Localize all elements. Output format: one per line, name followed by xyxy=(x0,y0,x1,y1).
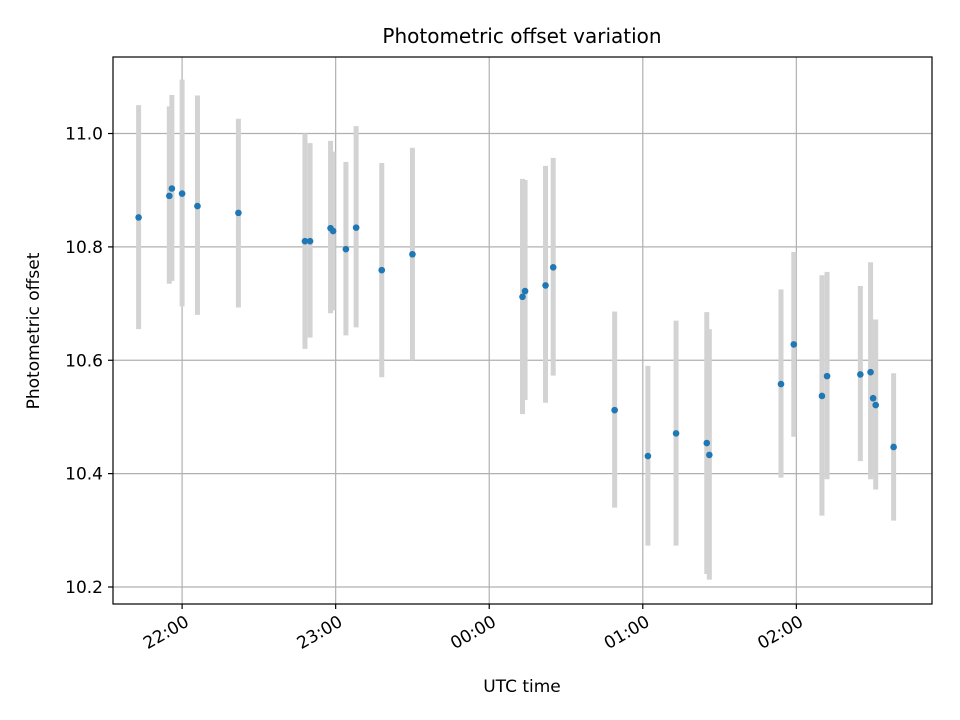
y-tick-label: 10.6 xyxy=(65,351,103,371)
data-point xyxy=(135,214,142,221)
data-point xyxy=(519,293,526,301)
plot-frame xyxy=(112,56,933,605)
data-point xyxy=(790,341,798,348)
error-bars xyxy=(136,79,897,580)
data-point xyxy=(342,245,350,253)
data-point xyxy=(352,224,360,231)
x-axis-label: UTC time xyxy=(483,677,561,697)
data-point xyxy=(549,263,557,271)
y-tick-label: 11.0 xyxy=(65,125,103,145)
data-point xyxy=(672,430,680,437)
data-point xyxy=(235,209,242,217)
x-tick-label: 23:00 xyxy=(294,612,346,654)
data-point xyxy=(168,185,176,192)
data-point xyxy=(378,266,386,274)
data-point xyxy=(166,192,173,200)
x-tick-label: 02:00 xyxy=(754,612,806,654)
data-point xyxy=(542,282,549,289)
y-axis-label: Photometric offset xyxy=(24,252,44,409)
data-point xyxy=(521,287,529,295)
data-point xyxy=(777,380,785,388)
data-point xyxy=(857,371,864,378)
data-point xyxy=(869,394,877,402)
data-point xyxy=(301,237,309,245)
data-point xyxy=(872,401,879,409)
data-point xyxy=(644,452,652,460)
data-point xyxy=(194,202,201,210)
data-point xyxy=(818,392,826,400)
x-axis-ticks: 22:00 23:00 00:00 01:00 02:00 xyxy=(140,604,807,654)
data-point xyxy=(867,368,874,376)
data-point xyxy=(703,439,711,447)
data-point xyxy=(890,443,897,451)
data-point xyxy=(706,451,713,459)
chart-title: Photometric offset variation xyxy=(382,24,661,48)
data-point xyxy=(611,406,618,414)
x-tick-label: 01:00 xyxy=(601,612,653,654)
y-tick-label: 10.2 xyxy=(65,578,103,598)
data-point xyxy=(178,190,186,197)
data-points xyxy=(135,185,897,460)
x-tick-label: 00:00 xyxy=(447,612,499,654)
data-point xyxy=(823,372,831,380)
data-point xyxy=(329,227,337,235)
data-point xyxy=(409,250,416,258)
y-axis-ticks: 10.2 10.4 10.6 10.8 11.0 xyxy=(65,125,113,598)
y-tick-label: 10.4 xyxy=(65,465,103,485)
data-point xyxy=(306,237,314,245)
x-tick-label: 22:00 xyxy=(140,612,192,654)
y-tick-label: 10.8 xyxy=(65,238,103,258)
